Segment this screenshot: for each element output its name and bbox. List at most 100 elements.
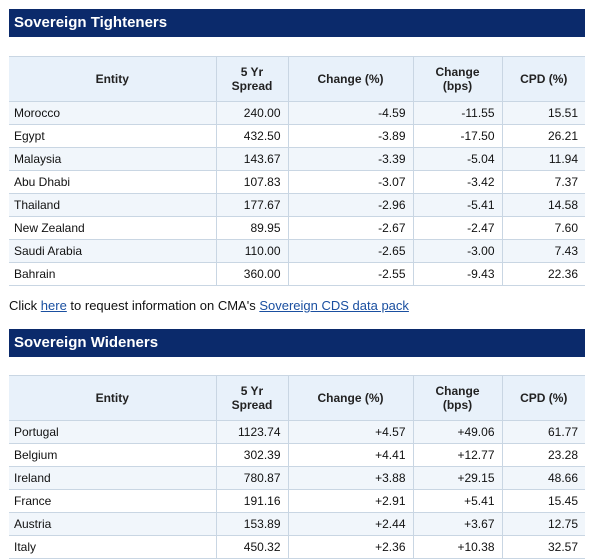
cell-cpd: 12.75 xyxy=(502,512,585,536)
cell-cpd: 26.21 xyxy=(502,124,585,148)
cell-change-pct: +4.57 xyxy=(288,420,414,444)
cell-change-pct: +2.44 xyxy=(288,512,414,536)
cell-entity: Thailand xyxy=(9,193,217,217)
cell-entity: Abu Dhabi xyxy=(9,170,217,194)
cell-change-pct: -2.55 xyxy=(288,262,414,286)
cell-spread: 240.00 xyxy=(216,101,289,125)
header-change-bps: Change (bps) xyxy=(413,375,503,421)
cell-cpd: 7.60 xyxy=(502,216,585,240)
cell-entity: Malaysia xyxy=(9,147,217,171)
table-row: Austria 153.89 +2.44 +3.67 12.75 xyxy=(9,512,585,536)
table-row: Portugal 1123.74 +4.57 +49.06 61.77 xyxy=(9,420,585,444)
cell-spread: 780.87 xyxy=(216,466,289,490)
header-change-bps-line1: Change xyxy=(435,65,480,79)
cell-change-bps: -3.00 xyxy=(413,239,503,263)
header-spread-line2: Spread xyxy=(231,398,273,412)
cell-change-pct: +2.91 xyxy=(288,489,414,513)
cell-change-bps: +12.77 xyxy=(413,443,503,467)
cell-entity: New Zealand xyxy=(9,216,217,240)
cell-cpd: 61.77 xyxy=(502,420,585,444)
cell-change-pct: -3.39 xyxy=(288,147,414,171)
cell-spread: 302.39 xyxy=(216,443,289,467)
cell-entity: France xyxy=(9,489,217,513)
cell-spread: 110.00 xyxy=(216,239,289,263)
table-row: Egypt 432.50 -3.89 -17.50 26.21 xyxy=(9,124,585,148)
cell-change-bps: -3.42 xyxy=(413,170,503,194)
cell-change-bps: -9.43 xyxy=(413,262,503,286)
cell-change-bps: -5.04 xyxy=(413,147,503,171)
wideners-title: Sovereign Wideners xyxy=(9,329,585,357)
cell-spread: 143.67 xyxy=(216,147,289,171)
cell-change-pct: -2.96 xyxy=(288,193,414,217)
cell-cpd: 22.36 xyxy=(502,262,585,286)
table-row: Belgium 302.39 +4.41 +12.77 23.28 xyxy=(9,443,585,467)
cell-spread: 153.89 xyxy=(216,512,289,536)
table-row: Malaysia 143.67 -3.39 -5.04 11.94 xyxy=(9,147,585,171)
table-row: Ireland 780.87 +3.88 +29.15 48.66 xyxy=(9,466,585,490)
cell-spread: 450.32 xyxy=(216,535,289,559)
header-change-pct: Change (%) xyxy=(288,375,414,421)
cell-cpd: 48.66 xyxy=(502,466,585,490)
cell-entity: Ireland xyxy=(9,466,217,490)
cds-info-line: Click here to request information on CMA… xyxy=(9,298,409,313)
cell-entity: Italy xyxy=(9,535,217,559)
cell-change-bps: -17.50 xyxy=(413,124,503,148)
table-row: Saudi Arabia 110.00 -2.65 -3.00 7.43 xyxy=(9,239,585,263)
cell-change-pct: +2.36 xyxy=(288,535,414,559)
cell-change-bps: +29.15 xyxy=(413,466,503,490)
cell-change-pct: -2.67 xyxy=(288,216,414,240)
header-spread: 5 Yr Spread xyxy=(216,375,289,421)
cell-change-pct: -2.65 xyxy=(288,239,414,263)
cell-entity: Belgium xyxy=(9,443,217,467)
cell-spread: 360.00 xyxy=(216,262,289,286)
cell-entity: Saudi Arabia xyxy=(9,239,217,263)
wideners-table: Entity 5 Yr Spread Change (%) Change (bps)… xyxy=(9,375,585,559)
cell-cpd: 7.37 xyxy=(502,170,585,194)
cell-change-bps: -11.55 xyxy=(413,101,503,125)
cell-spread: 1123.74 xyxy=(216,420,289,444)
header-change-bps-line1: Change xyxy=(435,384,480,398)
cell-change-pct: -3.07 xyxy=(288,170,414,194)
cell-change-bps: -2.47 xyxy=(413,216,503,240)
table-row: France 191.16 +2.91 +5.41 15.45 xyxy=(9,489,585,513)
header-spread-line1: 5 Yr xyxy=(240,384,264,398)
cell-entity: Austria xyxy=(9,512,217,536)
header-cpd: CPD (%) xyxy=(502,56,585,102)
cell-cpd: 15.45 xyxy=(502,489,585,513)
here-link[interactable]: here xyxy=(40,298,67,313)
cell-spread: 432.50 xyxy=(216,124,289,148)
cell-cpd: 15.51 xyxy=(502,101,585,125)
cell-entity: Egypt xyxy=(9,124,217,148)
cell-spread: 107.83 xyxy=(216,170,289,194)
table-row: Italy 450.32 +2.36 +10.38 32.57 xyxy=(9,535,585,559)
header-change-bps-line2: (bps) xyxy=(442,398,473,412)
header-spread-line2: Spread xyxy=(231,79,273,93)
table-row: Thailand 177.67 -2.96 -5.41 14.58 xyxy=(9,193,585,217)
cell-cpd: 32.57 xyxy=(502,535,585,559)
cell-spread: 191.16 xyxy=(216,489,289,513)
table-row: New Zealand 89.95 -2.67 -2.47 7.60 xyxy=(9,216,585,240)
cds-data-pack-link[interactable]: Sovereign CDS data pack xyxy=(259,298,409,313)
cell-cpd: 11.94 xyxy=(502,147,585,171)
cell-cpd: 14.58 xyxy=(502,193,585,217)
cell-change-bps: +10.38 xyxy=(413,535,503,559)
table-row: Bahrain 360.00 -2.55 -9.43 22.36 xyxy=(9,262,585,286)
table-row: Abu Dhabi 107.83 -3.07 -3.42 7.37 xyxy=(9,170,585,194)
tighteners-table: Entity 5 Yr Spread Change (%) Change (bps)… xyxy=(9,56,585,286)
cell-spread: 177.67 xyxy=(216,193,289,217)
header-change-pct: Change (%) xyxy=(288,56,414,102)
cell-change-pct: -3.89 xyxy=(288,124,414,148)
header-spread: 5 Yr Spread xyxy=(216,56,289,102)
table-header-row: Entity 5 Yr Spread Change (%) Change (bps)… xyxy=(9,56,585,102)
tighteners-title: Sovereign Tighteners xyxy=(9,9,585,37)
header-spread-line1: 5 Yr xyxy=(240,65,264,79)
table-header-row: Entity 5 Yr Spread Change (%) Change (bps)… xyxy=(9,375,585,421)
cell-change-pct: +3.88 xyxy=(288,466,414,490)
header-change-bps-line2: (bps) xyxy=(442,79,473,93)
cell-spread: 89.95 xyxy=(216,216,289,240)
info-middle: to request information on CMA's xyxy=(66,298,260,313)
header-cpd: CPD (%) xyxy=(502,375,585,421)
cell-change-pct: -4.59 xyxy=(288,101,414,125)
header-entity: Entity xyxy=(9,56,217,102)
cell-change-bps: +5.41 xyxy=(413,489,503,513)
